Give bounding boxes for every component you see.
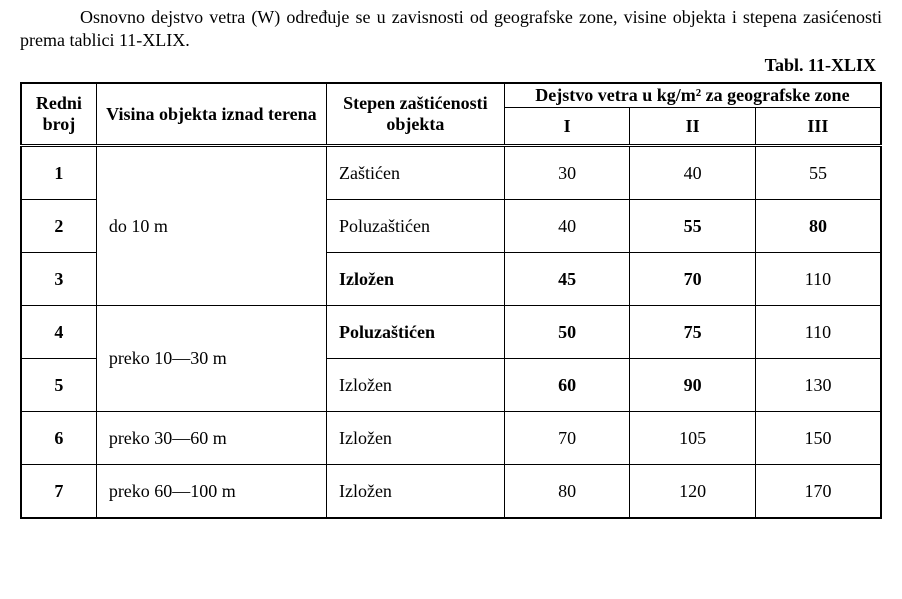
cell-visina: preko 10—30 m: [96, 306, 326, 412]
header-stepen: Stepen zaštićenosti objekta: [326, 83, 504, 146]
cell-stepen: Izložen: [326, 465, 504, 519]
cell-stepen: Zaštićen: [326, 146, 504, 200]
table-header-row: Redni broj Visina objekta iznad terena S…: [21, 83, 881, 108]
cell-stepen: Poluzaštićen: [326, 306, 504, 359]
table-row: 1 do 10 m Zaštićen 30 40 55: [21, 146, 881, 200]
cell-stepen: Izložen: [326, 412, 504, 465]
header-zone-2: II: [630, 108, 756, 146]
cell-zone-2: 120: [630, 465, 756, 519]
cell-zone-3: 110: [755, 253, 881, 306]
cell-zone-2: 75: [630, 306, 756, 359]
cell-zone-2: 55: [630, 200, 756, 253]
table-row: 4 preko 10—30 m Poluzaštićen 50 75 110: [21, 306, 881, 359]
header-visina: Visina objekta iznad terena: [96, 83, 326, 146]
header-redni-broj: Redni broj: [21, 83, 96, 146]
cell-zone-2: 40: [630, 146, 756, 200]
cell-zone-1: 40: [504, 200, 630, 253]
cell-visina: preko 30—60 m: [96, 412, 326, 465]
cell-stepen: Izložen: [326, 359, 504, 412]
cell-rb: 1: [21, 146, 96, 200]
cell-rb: 5: [21, 359, 96, 412]
cell-zone-3: 80: [755, 200, 881, 253]
cell-visina: preko 60—100 m: [96, 465, 326, 519]
cell-stepen: Izložen: [326, 253, 504, 306]
cell-zone-2: 70: [630, 253, 756, 306]
cell-zone-1: 80: [504, 465, 630, 519]
cell-zone-2: 105: [630, 412, 756, 465]
header-zone-1: I: [504, 108, 630, 146]
wind-load-table: Redni broj Visina objekta iznad terena S…: [20, 82, 882, 519]
cell-stepen: Poluzaštićen: [326, 200, 504, 253]
cell-rb: 4: [21, 306, 96, 359]
cell-zone-3: 110: [755, 306, 881, 359]
cell-zone-3: 170: [755, 465, 881, 519]
cell-zone-1: 45: [504, 253, 630, 306]
cell-zone-1: 30: [504, 146, 630, 200]
cell-zone-2: 90: [630, 359, 756, 412]
cell-zone-3: 55: [755, 146, 881, 200]
table-row: 6 preko 30—60 m Izložen 70 105 150: [21, 412, 881, 465]
intro-paragraph: Osnovno dejstvo vetra (W) određuje se u …: [20, 6, 882, 51]
cell-visina: do 10 m: [96, 146, 326, 306]
cell-rb: 2: [21, 200, 96, 253]
header-zone-3: III: [755, 108, 881, 146]
cell-rb: 3: [21, 253, 96, 306]
intro-text: Osnovno dejstvo vetra (W) određuje se u …: [20, 7, 882, 50]
cell-zone-3: 150: [755, 412, 881, 465]
cell-zone-1: 50: [504, 306, 630, 359]
cell-rb: 6: [21, 412, 96, 465]
table-caption: Tabl. 11-XLIX: [20, 55, 876, 76]
table-row: 7 preko 60—100 m Izložen 80 120 170: [21, 465, 881, 519]
cell-zone-1: 60: [504, 359, 630, 412]
header-dejstvo: Dejstvo vetra u kg/m² za geografske zone: [504, 83, 881, 108]
cell-zone-1: 70: [504, 412, 630, 465]
cell-rb: 7: [21, 465, 96, 519]
cell-zone-3: 130: [755, 359, 881, 412]
